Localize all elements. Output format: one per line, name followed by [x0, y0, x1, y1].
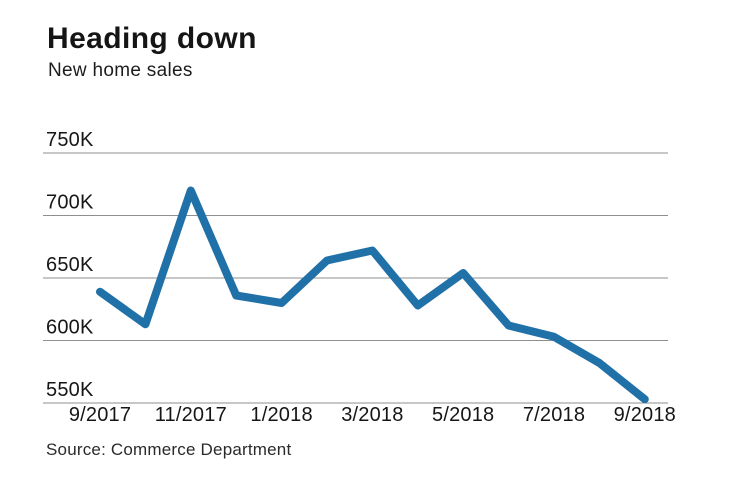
source-note: Source: Commerce Department: [46, 440, 292, 459]
x-tick-label: 11/2017: [155, 404, 227, 426]
chart-subtitle: New home sales: [48, 60, 193, 81]
x-tick-label: 1/2018: [250, 404, 312, 426]
x-tick-label: 7/2018: [523, 404, 585, 426]
chart-title: Heading down: [47, 22, 257, 55]
y-tick-label: 550K: [46, 379, 94, 401]
y-tick-label: 750K: [46, 129, 94, 151]
x-tick-label: 9/2018: [614, 404, 676, 426]
x-tick-label: 3/2018: [341, 404, 403, 426]
y-tick-label: 700K: [46, 192, 94, 214]
x-tick-label: 9/2017: [69, 404, 131, 426]
y-tick-label: 600K: [46, 317, 94, 339]
y-tick-label: 650K: [46, 254, 94, 276]
sales-trend-line: [96, 186, 649, 404]
x-tick-label: 5/2018: [432, 404, 494, 426]
